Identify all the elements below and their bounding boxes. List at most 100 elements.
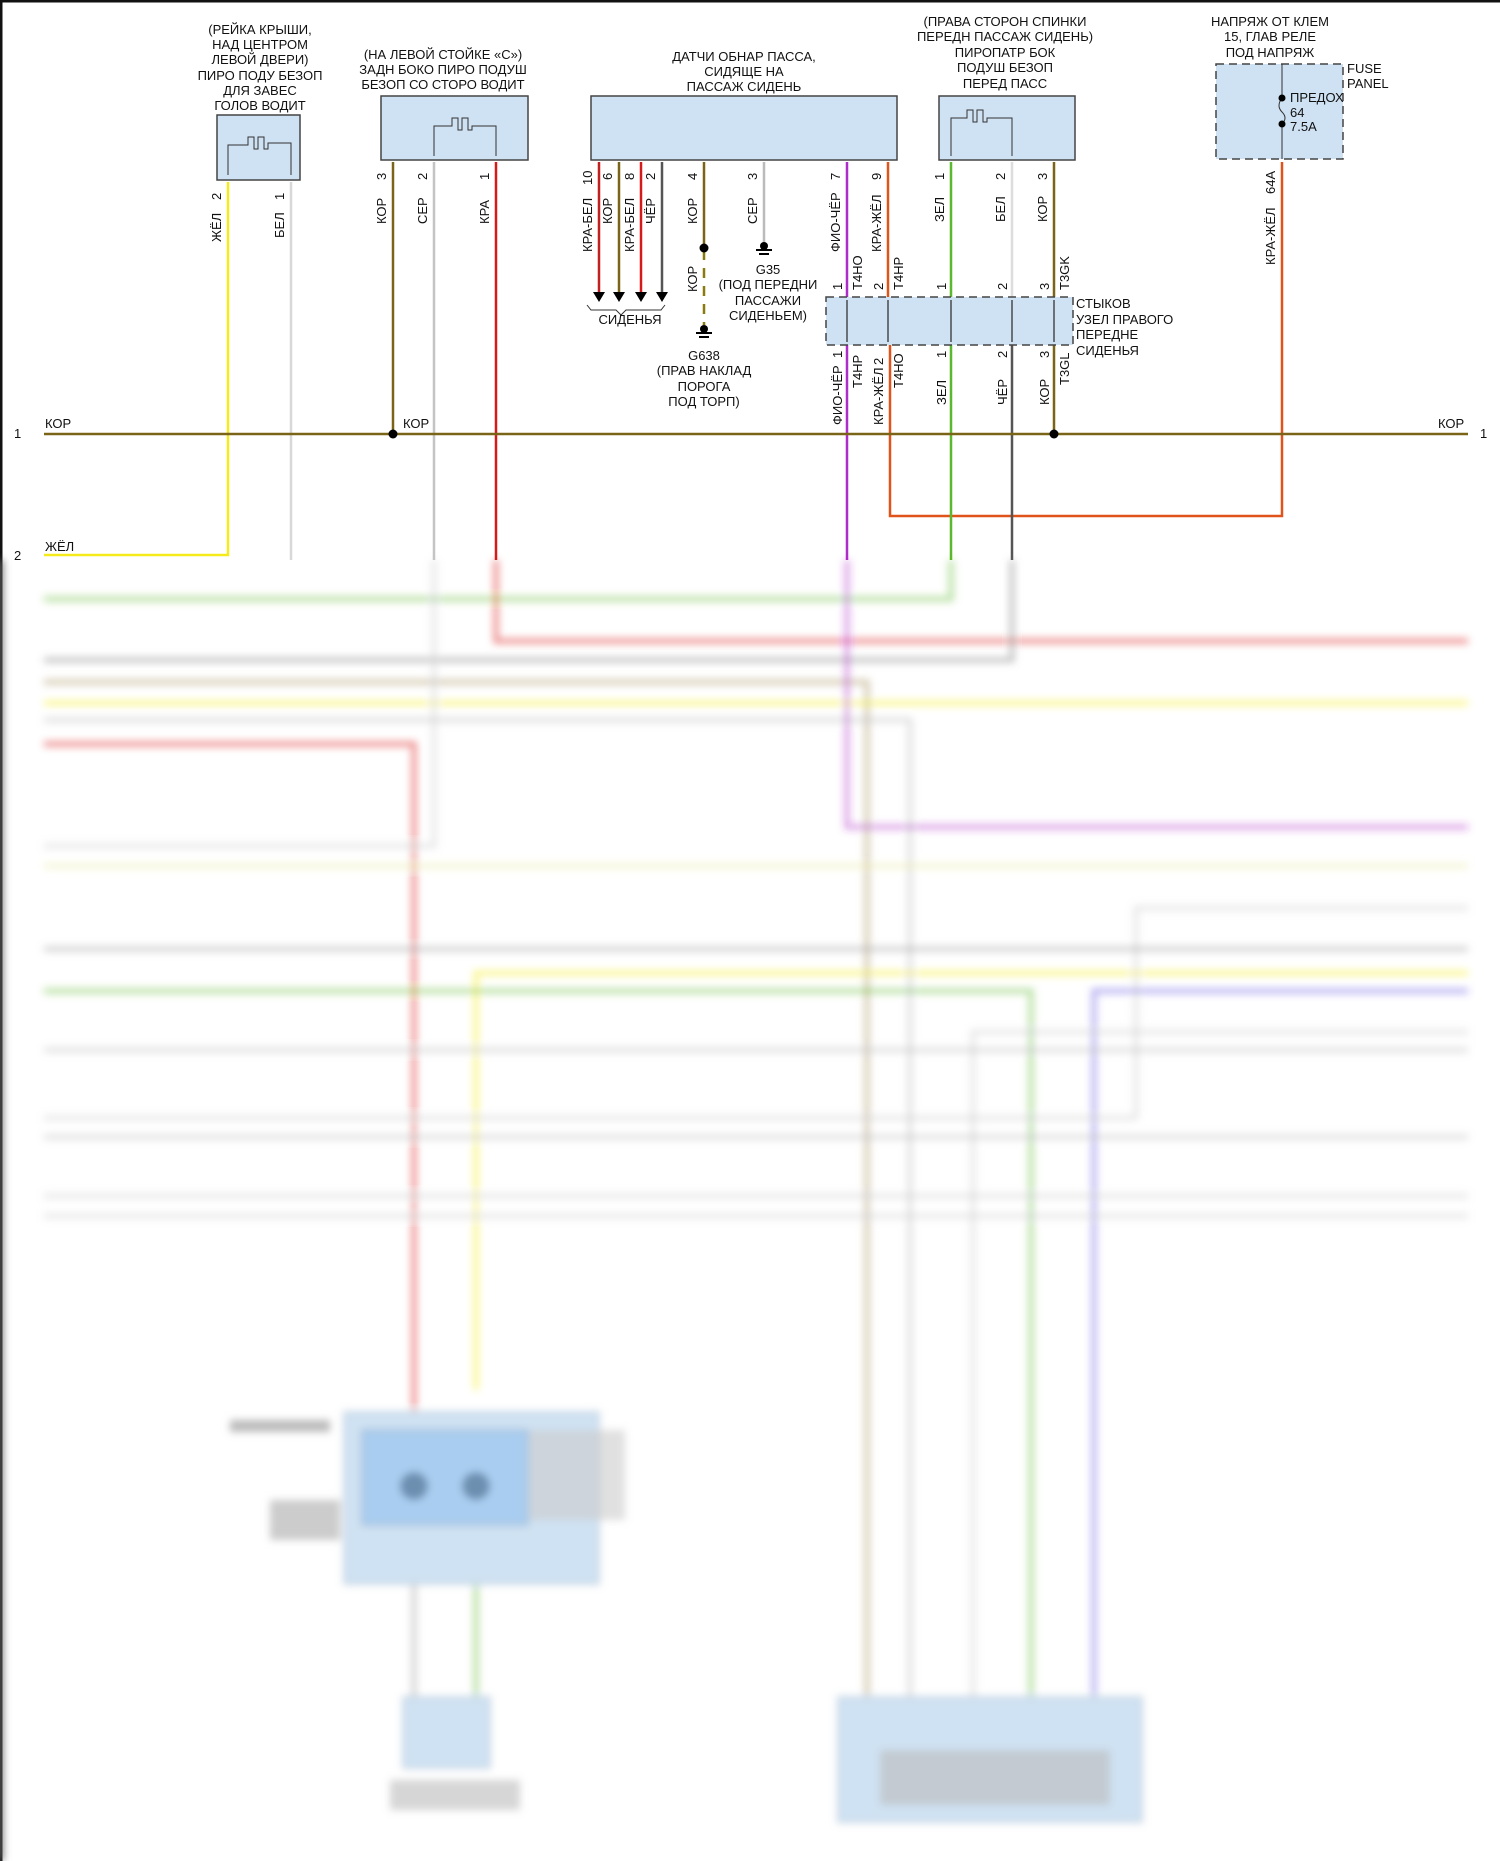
diagram-label: 7 bbox=[828, 173, 843, 180]
top-wires bbox=[44, 162, 1468, 560]
diagram-label: КОР bbox=[374, 198, 389, 224]
diagram-label: ПЕРЕДН ПАССАЖ СИДЕНЬ) bbox=[917, 29, 1093, 44]
diagram-label: КРА-БЕЛ bbox=[580, 198, 595, 252]
diagram-label: ЖЁЛ bbox=[45, 539, 74, 554]
diagram-label: Т3GK bbox=[1057, 256, 1072, 290]
diagram-label: Т4НО bbox=[891, 353, 906, 388]
diagram-label: ПЕРЕД ПАСС bbox=[963, 76, 1047, 91]
diagram-label: ДАТЧИ ОБНАР ПАССА, bbox=[672, 49, 816, 64]
occupant-sensor-box bbox=[590, 95, 898, 161]
diagram-label: ПИРО ПОДУ БЕЗОП bbox=[198, 68, 323, 83]
diagram-label: КОР bbox=[1037, 379, 1052, 405]
label-occupant-sensor: ДАТЧИ ОБНАР ПАССА, СИДЯЩЕ НА ПАССАЖ СИДЕ… bbox=[599, 49, 816, 327]
diagram-label: FUSE bbox=[1347, 61, 1382, 76]
diagram-label: ФИО-ЧЁР bbox=[828, 192, 843, 252]
diagram-label: УЗЕЛ ПРАВОГО bbox=[1076, 312, 1173, 327]
diagram-label: КОР bbox=[600, 198, 615, 224]
diagram-label: 3 bbox=[1037, 283, 1052, 290]
bus-labels: 1 КОР КОР КОР 1 2 ЖЁЛ bbox=[14, 416, 1487, 563]
diagram-label: (ПРАВ НАКЛАД bbox=[657, 363, 752, 378]
diagram-label: КРА-ЖЁЛ bbox=[869, 194, 884, 252]
diagram-label: ПОД ТОРП) bbox=[668, 394, 739, 409]
diagram-label: 9 bbox=[869, 173, 884, 180]
label-passenger-side-airbag: (ПРАВА СТОРОН СПИНКИ ПЕРЕДН ПАССАЖ СИДЕН… bbox=[917, 14, 1093, 91]
diagram-label: СИДЕНЬЯ bbox=[599, 312, 662, 327]
label-grounds: G35 (ПОД ПЕРЕДНИ ПАССАЖИ СИДЕНЬЕМ) G638 … bbox=[657, 262, 818, 409]
diagram-label: 1 bbox=[14, 426, 21, 441]
diagram-label: ЖЁЛ bbox=[209, 213, 224, 242]
label-driver-rear-side-airbag: (НА ЛЕВОЙ СТОЙКЕ «С») ЗАДН БОКО ПИРО ПОД… bbox=[359, 47, 527, 92]
label-connector-node: СТЫКОВ УЗЕЛ ПРАВОГО ПЕРЕДНЕ СИДЕНЬЯ bbox=[1076, 296, 1173, 358]
diagram-label: БЕЗОП СО СТОРО ВОДИТ bbox=[361, 77, 524, 92]
diagram-label: НАД ЦЕНТРОМ bbox=[212, 37, 308, 52]
diagram-label: ПОРОГА bbox=[678, 379, 731, 394]
diagram-label: 1 bbox=[934, 283, 949, 290]
fuse-panel-box bbox=[1215, 63, 1344, 160]
diagram-label: 8 bbox=[622, 173, 637, 180]
diagram-label: 3 bbox=[745, 173, 760, 180]
diagram-label: 6 bbox=[600, 173, 615, 180]
diagram-label: Т3GL bbox=[1057, 352, 1072, 385]
diagram-label: 2 bbox=[995, 351, 1010, 358]
diagram-label: (ПРАВА СТОРОН СПИНКИ bbox=[924, 14, 1087, 29]
diagram-label: 3 bbox=[1035, 173, 1050, 180]
diagram-label: 2 bbox=[209, 193, 224, 200]
diagram-label: 2 bbox=[415, 173, 430, 180]
diagram-label: 1 bbox=[830, 351, 845, 358]
diagram-label: 64A bbox=[1263, 171, 1278, 194]
diagram-label: ГОЛОВ ВОДИТ bbox=[214, 98, 305, 113]
diagram-label: Т4НР bbox=[850, 355, 865, 388]
diagram-label: КОР bbox=[685, 198, 700, 224]
diagram-label: 2 bbox=[993, 173, 1008, 180]
diagram-label: ПАССАЖ СИДЕНЬ bbox=[687, 79, 802, 94]
diagram-label: 1 bbox=[934, 351, 949, 358]
diagram-label: G35 bbox=[756, 262, 781, 277]
diagram-label: 1 bbox=[1480, 426, 1487, 441]
diagram-label: КОР bbox=[685, 266, 700, 292]
diagram-label: КОР bbox=[403, 416, 429, 431]
diagram-label: (НА ЛЕВОЙ СТОЙКЕ «С») bbox=[364, 47, 522, 62]
diagram-label: 64 bbox=[1290, 105, 1304, 120]
diagram-label: Т4НР bbox=[891, 257, 906, 290]
diagram-label: ПРЕДОХ bbox=[1290, 90, 1344, 105]
diagram-label: 3 bbox=[1037, 351, 1052, 358]
diagram-label: (РЕЙКА КРЫШИ, bbox=[208, 22, 312, 37]
diagram-label: 1 bbox=[932, 173, 947, 180]
diagram-label: СИДЯЩЕ НА bbox=[704, 64, 784, 79]
label-driver-curtain-airbag: (РЕЙКА КРЫШИ, НАД ЦЕНТРОМ ЛЕВОЙ ДВЕРИ) П… bbox=[198, 22, 323, 113]
diagram-label: КРА-ЖЁЛ bbox=[871, 367, 886, 425]
diagram-label: КРА-БЕЛ bbox=[622, 198, 637, 252]
diagram-label: 2 bbox=[995, 283, 1010, 290]
diagram-label: ПОД НАПРЯЖ bbox=[1226, 45, 1315, 60]
diagram-label: КОР bbox=[45, 416, 71, 431]
diagram-label: ЛЕВОЙ ДВЕРИ) bbox=[212, 52, 309, 67]
diagram-label: G638 bbox=[688, 348, 720, 363]
diagram-label: 1 bbox=[272, 193, 287, 200]
diagram-label: СИДЕНЬЯ bbox=[1076, 343, 1139, 358]
diagram-label: КОР bbox=[1035, 196, 1050, 222]
diagram-label: ЗЕЛ bbox=[932, 197, 947, 222]
diagram-label: ЗАДН БОКО ПИРО ПОДУШ bbox=[359, 62, 527, 77]
diagram-label: ПИРОПАТР БОК bbox=[955, 45, 1056, 60]
diagram-label: СЕР bbox=[415, 197, 430, 224]
connector-node-box bbox=[825, 296, 1074, 346]
diagram-label: ЗЕЛ bbox=[934, 380, 949, 405]
diagram-label: БЕЛ bbox=[993, 196, 1008, 222]
diagram-label: 1 bbox=[477, 173, 492, 180]
diagram-label: 2 bbox=[871, 358, 886, 365]
diagram-label: СЕР bbox=[745, 197, 760, 224]
diagram-label: Т4НО bbox=[850, 255, 865, 290]
diagram-label: БЕЛ bbox=[272, 212, 287, 238]
diagram-label: PANEL bbox=[1347, 76, 1389, 91]
diagram-label: ПЕРЕДНЕ bbox=[1076, 327, 1139, 342]
diagram-label: СИДЕНЬЕМ) bbox=[729, 308, 807, 323]
diagram-label: КОР bbox=[1438, 416, 1464, 431]
diagram-label: 10 bbox=[580, 171, 595, 185]
diagram-label: 2 bbox=[14, 548, 21, 563]
driver-rear-side-airbag-box bbox=[380, 95, 529, 161]
diagram-label: 2 bbox=[871, 283, 886, 290]
diagram-label: (ПОД ПЕРЕДНИ bbox=[719, 277, 818, 292]
diagram-label: СТЫКОВ bbox=[1076, 296, 1131, 311]
diagram-label: 15, ГЛАВ РЕЛЕ bbox=[1224, 29, 1316, 44]
